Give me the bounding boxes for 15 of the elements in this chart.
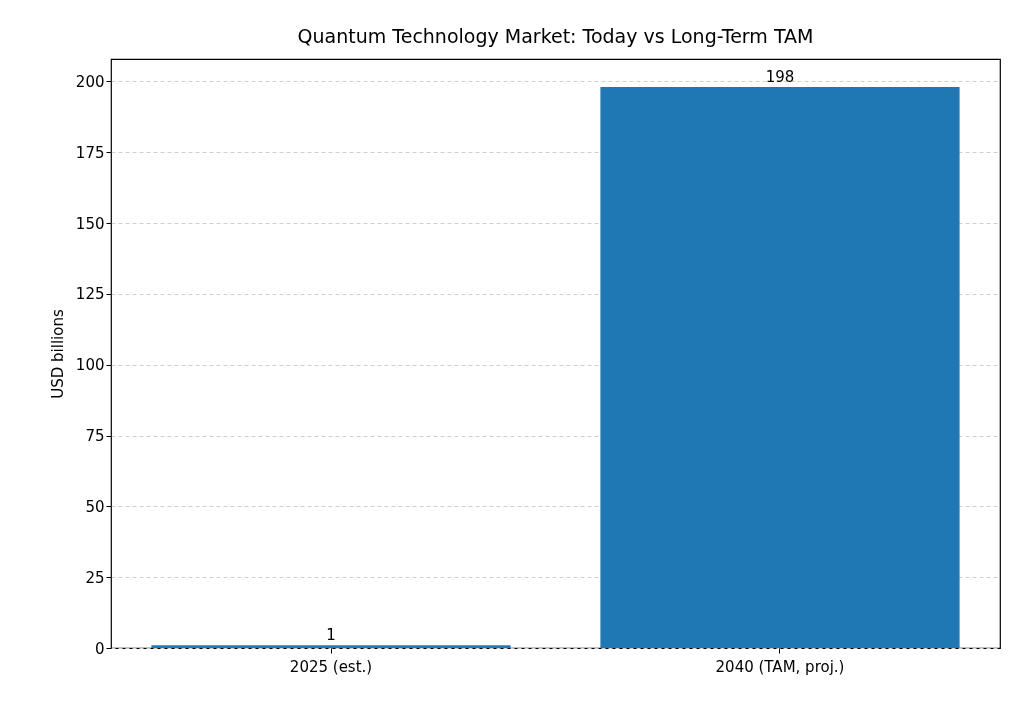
data-label: 198 (765, 68, 795, 87)
y-tick-label: 200 (75, 72, 105, 91)
y-tick-label: 125 (75, 285, 105, 304)
chart-title: Quantum Technology Market: Today vs Long-Term TAM (297, 25, 814, 47)
y-tick-label: 75 (85, 427, 105, 446)
y-tick-label: 50 (85, 497, 105, 516)
y-tick-label: 175 (75, 143, 105, 162)
y-tick-label: 150 (75, 214, 105, 233)
data-label: 1 (326, 626, 336, 645)
y-tick-label: 25 (85, 568, 105, 587)
x-tick-label: 2040 (TAM, proj.) (715, 657, 845, 676)
x-tick-label: 2025 (est.) (289, 657, 373, 676)
y-axis-title: USD billions (48, 309, 67, 399)
y-tick-label: 100 (75, 356, 105, 375)
y-tick-label: 0 (94, 639, 105, 658)
